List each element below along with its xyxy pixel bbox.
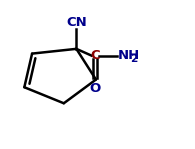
Text: C: C <box>90 49 100 62</box>
Text: 2: 2 <box>130 54 137 64</box>
Text: NH: NH <box>118 49 140 62</box>
Text: O: O <box>89 82 100 95</box>
Text: CN: CN <box>66 16 87 29</box>
